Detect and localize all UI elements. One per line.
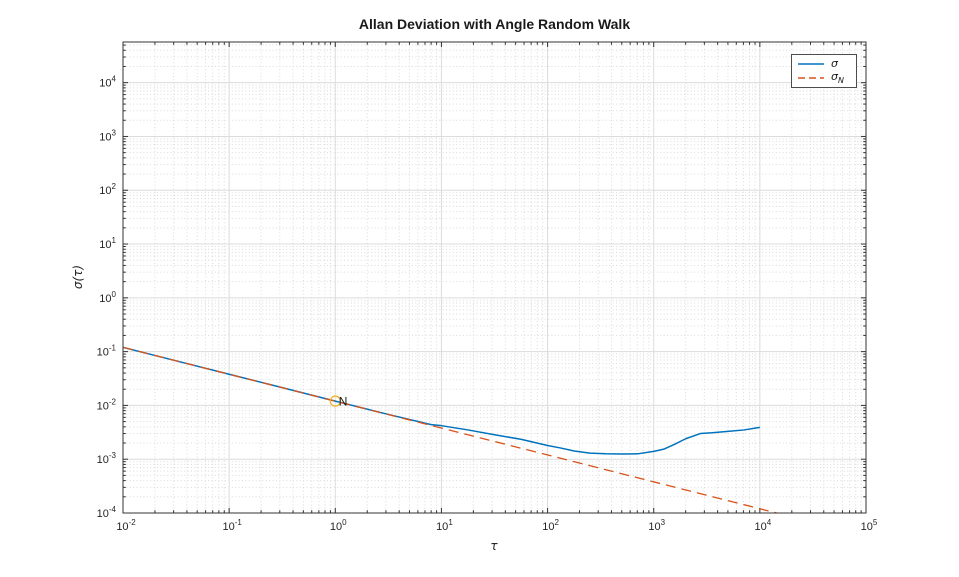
legend-label: σ xyxy=(831,57,838,71)
legend-label: σN xyxy=(831,70,844,86)
annotation-layer: N xyxy=(329,395,348,409)
data-series xyxy=(123,346,777,513)
tick-label: 105 xyxy=(861,518,878,533)
tick-label: 10-1 xyxy=(97,344,117,359)
tick-label: 100 xyxy=(99,290,116,305)
x-axis-label: τ xyxy=(490,539,498,553)
tick-label: 10-2 xyxy=(97,397,117,412)
tick-label: 104 xyxy=(99,75,116,90)
tick-label: 102 xyxy=(542,518,559,533)
minor-gridlines xyxy=(123,42,866,513)
tick-label: 101 xyxy=(436,518,453,533)
legend-item-σN: σN xyxy=(797,70,851,86)
legend-line-sample xyxy=(798,77,824,80)
tick-label: 102 xyxy=(99,182,116,197)
legend-item-σ: σ xyxy=(797,58,851,70)
annotation-marker xyxy=(329,395,341,407)
tick-label: 10-4 xyxy=(97,505,117,520)
legend-line-sample xyxy=(798,62,824,65)
series-line-σ xyxy=(123,346,760,455)
tick-label: 10-1 xyxy=(222,518,242,533)
legend: σ σN xyxy=(791,54,857,88)
tick-label: 100 xyxy=(330,518,347,533)
annotation-label: N xyxy=(339,395,348,409)
y-axis-label: σ(τ) xyxy=(71,264,85,290)
tick-label: 10-3 xyxy=(97,451,117,466)
series-line-σN xyxy=(123,346,777,513)
tick-label: 10-2 xyxy=(116,518,136,533)
tick-label: 104 xyxy=(755,518,772,533)
tick-label: 101 xyxy=(99,236,116,251)
tick-label: 103 xyxy=(648,518,665,533)
tick-label: 103 xyxy=(99,128,116,143)
chart-title: Allan Deviation with Angle Random Walk xyxy=(358,16,631,32)
